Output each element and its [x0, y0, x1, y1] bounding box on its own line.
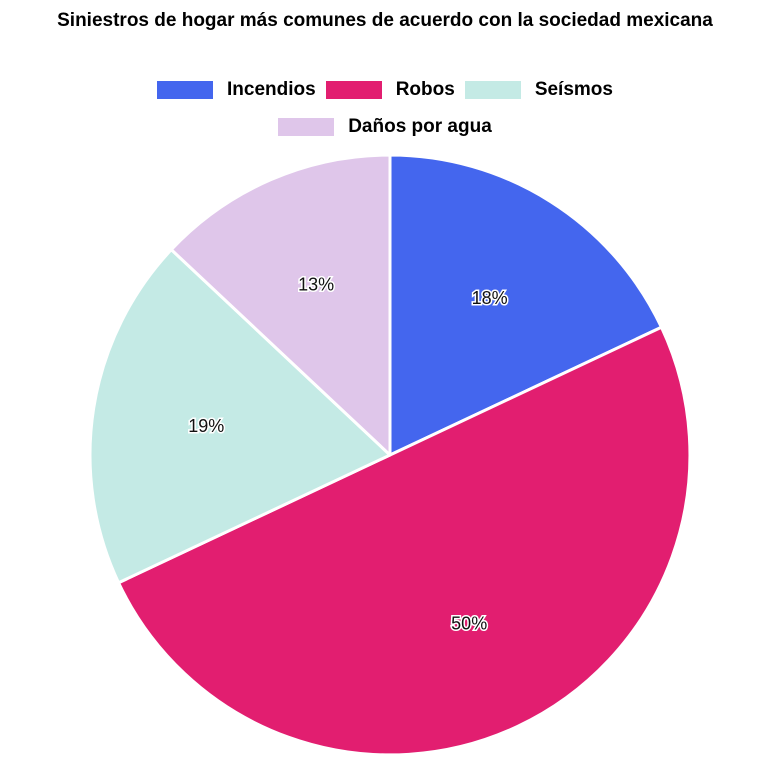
- legend-label-robos: Robos: [395, 79, 455, 100]
- legend-label-incendios: Incendios: [227, 79, 316, 100]
- legend-row: Daños por agua: [0, 113, 770, 141]
- legend-row: Incendios Robos Seísmos: [0, 76, 770, 104]
- legend-label-seismos: Seísmos: [534, 79, 613, 100]
- slice-incendios[interactable]: [388, 153, 663, 457]
- slice-danos-por-agua-label: 13%: [298, 274, 334, 294]
- legend-item-robos[interactable]: Robos: [325, 79, 455, 101]
- slice-seismos-label: 19%: [188, 416, 224, 436]
- slice-robos-label: 50%: [451, 613, 487, 633]
- legend: Incendios Robos Seísmos Daños por agua: [0, 76, 770, 150]
- legend-swatch-incendios: [157, 81, 214, 99]
- slice-robos[interactable]: [117, 325, 692, 757]
- legend-label-danos-por-agua: Daños por agua: [348, 116, 492, 137]
- chart-title: Siniestros de hogar más comunes de acuer…: [57, 10, 713, 31]
- slice-incendios-label: 18%: [472, 288, 508, 308]
- legend-swatch-robos: [325, 81, 382, 99]
- legend-item-seismos[interactable]: Seísmos: [464, 79, 613, 101]
- legend-swatch-seismos: [464, 81, 521, 99]
- legend-item-danos-por-agua[interactable]: Daños por agua: [278, 116, 492, 138]
- slice-danos-por-agua[interactable]: [169, 153, 392, 457]
- pie-slices: [88, 153, 692, 757]
- legend-swatch-danos-por-agua: [278, 118, 335, 136]
- slice-seismos[interactable]: [88, 248, 392, 585]
- pie-labels: 18% 50% 19% 13%: [187, 273, 509, 635]
- legend-item-incendios[interactable]: Incendios: [157, 79, 316, 101]
